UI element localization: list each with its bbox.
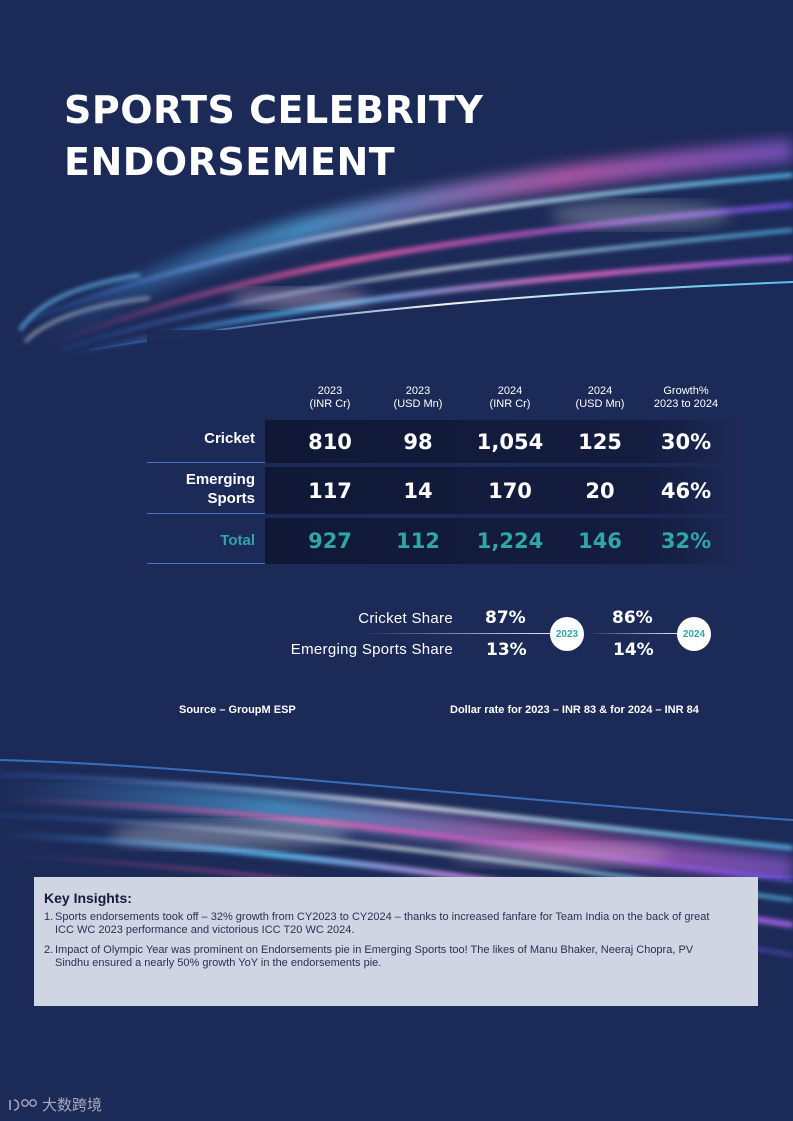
page-title-line-1: SPORTS CELEBRITY — [64, 88, 484, 132]
table-cell: 32% — [660, 529, 712, 553]
row-label-line: Sports — [207, 490, 255, 507]
table-cell: 927 — [308, 529, 352, 553]
header-line: 2023 — [405, 385, 431, 397]
table-cell: 98 — [403, 429, 433, 454]
cricket-share-label: Cricket Share — [358, 610, 453, 627]
year-badge-2024: 2024 — [677, 617, 711, 651]
table-cell: 170 — [488, 478, 532, 503]
page-title: SPORTS CELEBRITY ENDORSEMENT — [64, 84, 483, 188]
table-cell: 14 — [403, 478, 433, 503]
row-label: Total — [147, 531, 265, 550]
row-band — [265, 420, 741, 463]
table-cell: 117 — [308, 478, 352, 503]
row-band — [265, 467, 741, 514]
header-line: 2024 — [587, 385, 613, 397]
column-header-2024-usd: 2024 (USD Mn) — [557, 385, 643, 411]
table-row-emerging-sports: Emerging Sports 117 14 170 20 46% — [147, 467, 741, 514]
emerging-share-2023: 13% — [486, 640, 527, 660]
insight-item: 1. Sports endorsements took off – 32% gr… — [44, 911, 746, 937]
emerging-share-2024: 14% — [613, 640, 654, 660]
table-cell: 112 — [396, 529, 440, 553]
row-label-line: Cricket — [204, 430, 255, 447]
row-label: Emerging Sports — [147, 470, 265, 508]
emerging-share-label: Emerging Sports Share — [290, 641, 453, 658]
row-divider — [147, 462, 265, 463]
table-cell: 125 — [578, 429, 622, 454]
watermark-text: 大数跨境 — [42, 1097, 103, 1114]
column-header-growth: Growth% 2023 to 2024 — [641, 385, 731, 411]
table-row-cricket: Cricket 810 98 1,054 125 30% — [147, 420, 741, 463]
row-divider — [147, 513, 265, 514]
table-cell: 20 — [585, 478, 615, 503]
row-label-line: Total — [220, 532, 255, 549]
column-header-2024-inr: 2024 (INR Cr) — [467, 385, 553, 411]
key-insights-panel: Key Insights: 1. Sports endorsements too… — [34, 877, 758, 1006]
row-label: Cricket — [147, 429, 265, 448]
dollar-rate-note: Dollar rate for 2023 – INR 83 & for 2024… — [450, 704, 699, 716]
header-line: Growth% — [663, 385, 709, 397]
cricket-share-2024: 86% — [612, 608, 653, 628]
cricket-share-2023: 87% — [485, 608, 526, 628]
header-line: (INR Cr) — [309, 398, 351, 410]
source-note: Source – GroupM ESP — [179, 704, 296, 716]
row-divider — [147, 563, 265, 564]
watermark-logo-icon — [9, 1098, 37, 1111]
header-line: (USD Mn) — [393, 398, 443, 410]
column-header-2023-usd: 2023 (USD Mn) — [375, 385, 461, 411]
insight-item: 2. Impact of Olympic Year was prominent … — [44, 944, 746, 970]
insight-number: 2. — [44, 944, 54, 956]
header-line: (INR Cr) — [489, 398, 531, 410]
page-title-line-2: ENDORSEMENT — [64, 140, 396, 184]
header-line: (USD Mn) — [575, 398, 625, 410]
table-cell: 46% — [660, 478, 712, 503]
key-insights-heading: Key Insights: — [44, 890, 132, 906]
table-cell: 146 — [578, 529, 622, 553]
row-label-line: Emerging — [185, 471, 255, 488]
row-band — [265, 518, 741, 564]
header-line: 2023 — [317, 385, 343, 397]
insight-text: Sports endorsements took off – 32% growt… — [55, 911, 710, 936]
insight-text: Impact of Olympic Year was prominent on … — [55, 944, 694, 969]
share-divider-line — [585, 633, 680, 634]
year-badge-2023: 2023 — [550, 617, 584, 651]
header-line: 2024 — [497, 385, 523, 397]
table-cell: 30% — [660, 429, 712, 454]
column-header-2023-inr: 2023 (INR Cr) — [287, 385, 373, 411]
header-line: 2023 to 2024 — [653, 398, 719, 410]
share-divider-line — [360, 633, 555, 634]
table-cell: 810 — [308, 429, 352, 454]
table-row-total: Total 927 112 1,224 146 32% — [147, 518, 741, 564]
watermark: 大数跨境 — [8, 1094, 102, 1115]
insight-number: 1. — [44, 911, 54, 923]
table-cell: 1,224 — [476, 529, 544, 553]
table-cell: 1,054 — [476, 429, 544, 454]
